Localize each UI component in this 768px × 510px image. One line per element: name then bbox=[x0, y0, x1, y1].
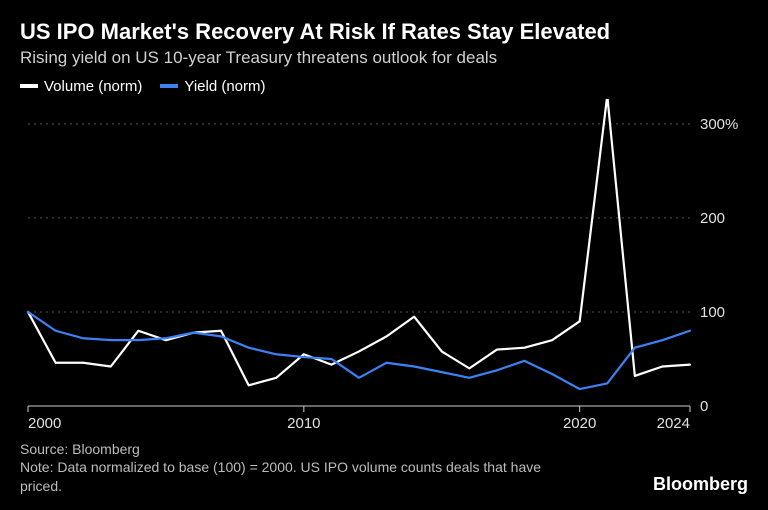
line-chart-svg: 0 100 200 300% 2000 2010 2020 2024 bbox=[20, 99, 748, 434]
footer-text: Source: Bloomberg Note: Data normalized … bbox=[20, 440, 580, 497]
volume-swatch-icon bbox=[20, 84, 38, 88]
legend-item-volume: Volume (norm) bbox=[20, 78, 142, 95]
footer-source: Source: Bloomberg bbox=[20, 440, 580, 459]
legend-item-yield: Yield (norm) bbox=[160, 78, 265, 95]
svg-text:2010: 2010 bbox=[287, 415, 320, 432]
svg-text:2020: 2020 bbox=[563, 415, 596, 432]
svg-text:300%: 300% bbox=[700, 115, 738, 132]
svg-text:2000: 2000 bbox=[28, 415, 61, 432]
footer-note: Note: Data normalized to base (100) = 20… bbox=[20, 458, 580, 496]
legend: Volume (norm) Yield (norm) bbox=[20, 78, 748, 95]
chart-container: US IPO Market's Recovery At Risk If Rate… bbox=[0, 0, 768, 510]
chart-title: US IPO Market's Recovery At Risk If Rate… bbox=[20, 18, 748, 46]
svg-text:100: 100 bbox=[700, 303, 725, 320]
legend-volume-label: Volume (norm) bbox=[44, 78, 142, 95]
chart-footer: Source: Bloomberg Note: Data normalized … bbox=[20, 440, 748, 497]
chart-subtitle: Rising yield on US 10-year Treasury thre… bbox=[20, 48, 748, 68]
yield-swatch-icon bbox=[160, 84, 178, 88]
legend-yield-label: Yield (norm) bbox=[184, 78, 265, 95]
brand-label: Bloomberg bbox=[653, 472, 748, 496]
svg-text:200: 200 bbox=[700, 209, 725, 226]
chart-plot-area: 0 100 200 300% 2000 2010 2020 2024 bbox=[20, 99, 748, 434]
svg-text:2024: 2024 bbox=[657, 415, 690, 432]
svg-text:0: 0 bbox=[700, 398, 708, 415]
